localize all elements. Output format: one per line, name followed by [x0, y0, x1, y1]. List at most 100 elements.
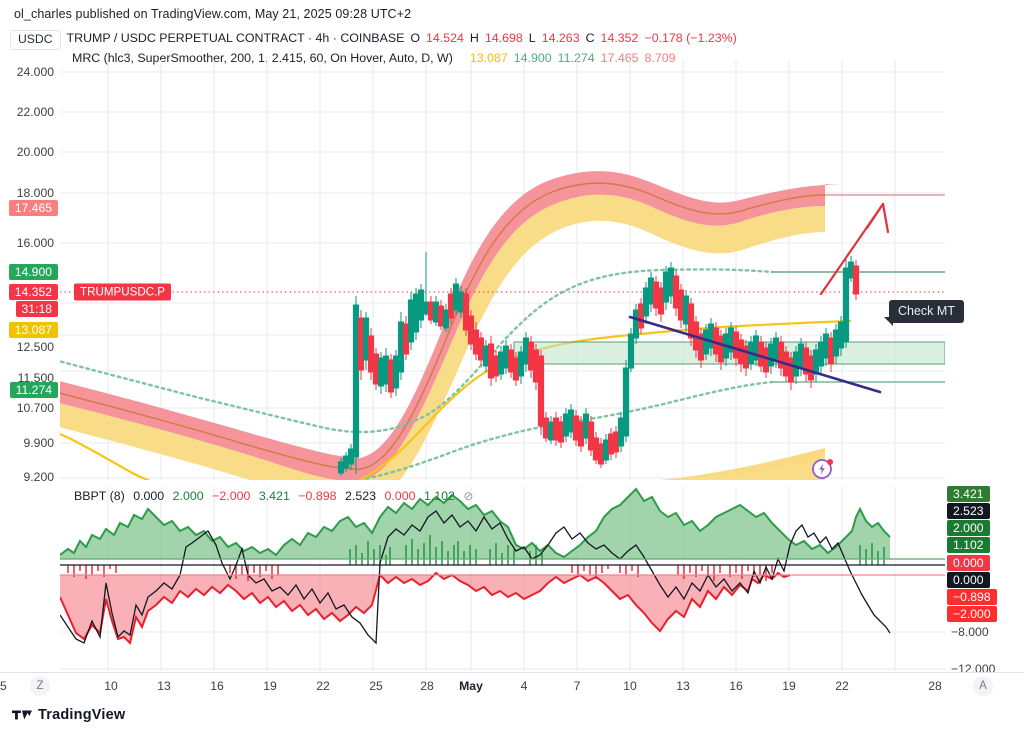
price-axis-left[interactable]: 24.000 22.000 20.000 18.000 16.000 13.50…: [0, 60, 60, 672]
bbpt-badge-3421[interactable]: 3.421: [947, 486, 990, 502]
lightning-replay-badge-icon[interactable]: [811, 456, 835, 480]
bbpt-red-outline: [60, 571, 791, 645]
y-tick-10-7: 10.700: [16, 401, 54, 415]
x-tick-16: 28: [928, 679, 942, 693]
timezone-nub-left[interactable]: Z: [30, 676, 50, 696]
price-badge-13087[interactable]: 13.087: [8, 322, 58, 338]
y-tick-12-5: 12.500: [16, 340, 54, 354]
price-plot[interactable]: [60, 60, 945, 480]
y-tick-9-9: 9.900: [23, 436, 55, 450]
price-badge-17465[interactable]: 17.465: [8, 200, 58, 216]
x-tick-month-may: May: [459, 679, 483, 693]
bbpt-badge-minus2000[interactable]: −2.000: [947, 606, 997, 622]
ohlc-high-value: 14.698: [484, 31, 523, 45]
chart-note-check-mt[interactable]: Check MT: [884, 300, 964, 326]
ohlc-high-key: H: [469, 31, 479, 45]
y-tick-11-5: 11.500: [17, 371, 54, 385]
x-tick-4: 22: [316, 679, 330, 693]
bbpt-value-6: 0.000: [384, 489, 416, 503]
bbpt-red-area: [60, 573, 790, 643]
y-tick-9-2: 9.200: [23, 470, 55, 484]
bbpt-value-2: −2.000: [212, 489, 251, 503]
bbpt-badge-2523[interactable]: 2.523: [947, 503, 990, 519]
purple-trendline[interactable]: [628, 315, 882, 394]
x-tick-1: 13: [157, 679, 171, 693]
symbol-price-tag[interactable]: TRUMPUSDC.P: [74, 283, 172, 301]
x-tick-5: 25: [369, 679, 383, 693]
ohlc-close-key: C: [585, 31, 595, 45]
price-badge-14900[interactable]: 14.900: [8, 264, 58, 280]
indicator-value-1: 14.900: [513, 51, 552, 65]
bbpt-badge-0000-black[interactable]: 0.000: [947, 572, 990, 588]
price-badge-last-14352[interactable]: 14.352: [8, 284, 58, 300]
x-tick-3: 19: [263, 679, 277, 693]
candlestick-series[interactable]: [337, 252, 860, 476]
bbpt-value-7: 1.102: [423, 489, 455, 503]
green-dotted-upper: [60, 268, 774, 434]
indicator-value-3: 17.465: [600, 51, 639, 65]
bbpt-green-area: [60, 489, 890, 559]
bbpt-value-1: 2.000: [172, 489, 204, 503]
countdown-badge: 31:18: [15, 301, 58, 317]
bbpt-badge-0000-red[interactable]: 0.000: [947, 555, 990, 571]
mrc-lower-band-right: [660, 448, 825, 480]
y-tick-20: 20.000: [16, 145, 54, 159]
legend-row-symbol: USDC TRUMP / USDC PERPETUAL CONTRACT · 4…: [10, 30, 1010, 50]
x-tick-12: 16: [729, 679, 743, 693]
x-tick-6: 28: [420, 679, 434, 693]
hide-indicator-icon[interactable]: ⊘: [463, 489, 474, 503]
bbpt-green-outline: [60, 487, 891, 559]
indicator-title[interactable]: MRC (hlc3, SuperSmoother, 200, 1, 2.415,…: [72, 51, 453, 65]
bbpt-badge-1102[interactable]: 1.102: [947, 537, 990, 553]
auto-scale-nub-right[interactable]: A: [973, 676, 993, 696]
ohlc-open-key: O: [410, 31, 421, 45]
ohlc-open-value: 14.524: [426, 31, 464, 45]
legend-row-indicator: MRC (hlc3, SuperSmoother, 200, 1, 2.415,…: [10, 51, 1010, 66]
indicator-value-4: 8.709: [644, 51, 676, 65]
currency-badge: USDC: [10, 30, 61, 50]
bbpt-axis-right[interactable]: 3.421 2.523 2.000 1.102 0.000 0.000 −0.8…: [945, 60, 1024, 676]
x-tick-15: 25: [0, 679, 7, 693]
time-axis[interactable]: Z 10 13 16 19 22 25 28 May 4 7 10 13 16 …: [0, 672, 1024, 701]
ohlc-close-value: 14.352: [600, 31, 639, 45]
mrc-upper-band: [60, 171, 854, 480]
x-tick-2: 16: [210, 679, 224, 693]
mrc-lower-band-right2: [660, 448, 825, 480]
y-tick-16: 16.000: [16, 236, 54, 250]
x-tick-10: 10: [623, 679, 637, 693]
indicator-value-2: 11.274: [557, 51, 595, 65]
tradingview-mark-icon: [12, 710, 32, 720]
x-tick-9: 7: [573, 679, 581, 693]
bbpt-legend: BBPT (8) 0.000 2.000 −2.000 3.421 −0.898…: [74, 489, 473, 503]
y-tick-18: 18.000: [16, 186, 54, 200]
mrc-yellow-band: [60, 194, 825, 480]
x-tick-13: 19: [782, 679, 796, 693]
tradingview-footer-logo: TradingView: [12, 707, 125, 723]
bbpt-badge-minus0898[interactable]: −0.898: [947, 589, 997, 605]
y-tick-24: 24.000: [16, 65, 54, 79]
bbpt-value-3: 3.421: [258, 489, 290, 503]
x-tick-14: 22: [835, 679, 849, 693]
bbpt-value-0: 0.000: [133, 489, 165, 503]
bbpt-pane[interactable]: [60, 487, 945, 671]
indicator-value-0: 13.087: [469, 51, 508, 65]
ohlc-low-key: L: [528, 31, 536, 45]
x-tick-8: 4: [520, 679, 528, 693]
price-badge-11274[interactable]: 11.274: [9, 382, 58, 398]
published-byline: ol_charles published on TradingView.com,…: [14, 7, 412, 21]
chart-legend: USDC TRUMP / USDC PERPETUAL CONTRACT · 4…: [10, 30, 1010, 66]
symbol-title[interactable]: TRUMP / USDC PERPETUAL CONTRACT · 4h · C…: [66, 31, 405, 45]
price-pane[interactable]: TRUMPUSDC.P Check MT: [60, 60, 964, 480]
y-tick-22: 22.000: [16, 105, 54, 119]
ohlc-change: −0.178 (−1.23%): [644, 31, 737, 45]
bbpt-plot[interactable]: [60, 487, 945, 671]
projection-arrow[interactable]: [819, 202, 890, 296]
bbpt-name[interactable]: BBPT (8): [74, 489, 125, 503]
tradingview-brand-text: TradingView: [38, 707, 126, 723]
x-tick-11: 13: [676, 679, 690, 693]
bbpt-value-5: 2.523: [345, 489, 377, 503]
bbpt-histogram: [67, 535, 885, 581]
mrc-mid-line: [60, 182, 826, 470]
bbpt-badge-2000[interactable]: 2.000: [947, 520, 990, 536]
x-tick-0: 10: [104, 679, 118, 693]
